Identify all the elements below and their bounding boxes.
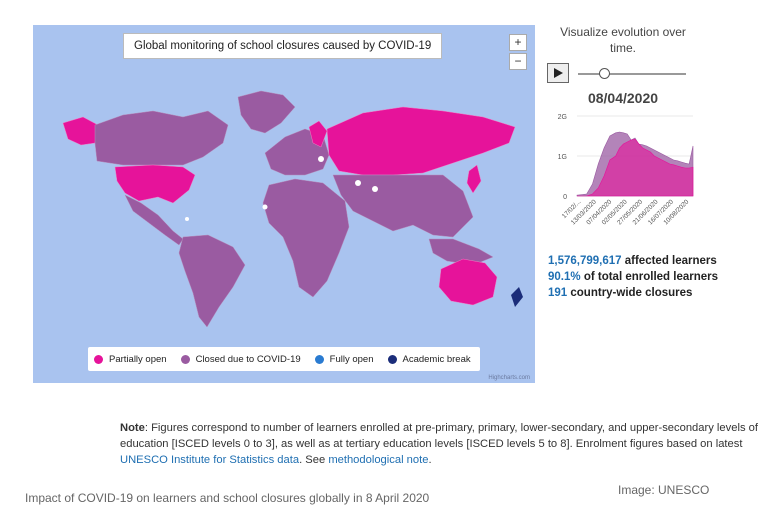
region-scandinavia[interactable]	[308, 120, 328, 148]
legend-dot-partially-open	[94, 354, 103, 364]
world-map[interactable]	[33, 25, 535, 383]
play-button[interactable]	[547, 63, 569, 83]
methodological-note-link[interactable]: methodological note	[328, 454, 429, 466]
timeline-slider-track[interactable]	[578, 73, 686, 75]
region-russia[interactable]	[326, 106, 516, 176]
learners-evolution-chart: 01G2G17/02/...13/03/202007/04/202002/05/…	[558, 114, 694, 226]
region-canada[interactable]	[94, 110, 229, 166]
region-africa[interactable]	[262, 178, 350, 298]
region-alaska[interactable]	[62, 116, 99, 146]
region-open-4[interactable]	[262, 204, 268, 210]
stat-closures-label: country-wide closures	[570, 287, 693, 299]
zoom-out-button[interactable]: −	[509, 53, 527, 70]
note-text: .	[428, 454, 432, 466]
legend-dot-closed	[180, 354, 190, 364]
note-text: : Figures correspond to number of learne…	[120, 422, 758, 450]
region-open-2[interactable]	[355, 180, 361, 186]
region-southeast-asia[interactable]	[428, 238, 494, 266]
region-usa[interactable]	[114, 164, 196, 204]
stat-affected-value: 1,576,799,617	[548, 255, 622, 267]
timeline-slider-thumb[interactable]	[599, 68, 610, 79]
region-open-3[interactable]	[372, 186, 378, 192]
stat-affected: 1,576,799,617 affected learners	[548, 253, 718, 269]
visualize-evolution-title: Visualize evolution over time.	[560, 25, 686, 55]
y-tick-label: 0	[563, 194, 567, 201]
stat-affected-label: affected learners	[624, 255, 717, 267]
legend-label: Fully open	[329, 353, 374, 365]
current-date: 08/04/2020	[587, 90, 659, 106]
stat-percent-label: of total enrolled learners	[583, 271, 719, 283]
stats-block: 1,576,799,617 affected learners 90.1% of…	[548, 253, 718, 301]
region-australia[interactable]	[438, 258, 498, 306]
region-greenland[interactable]	[237, 90, 296, 134]
region-asia[interactable]	[332, 174, 474, 238]
legend-label: Closed due to COVID-19	[195, 353, 301, 365]
legend-item-fully-open[interactable]: Fully open	[314, 353, 374, 365]
legend-dot-academic-break	[387, 354, 397, 364]
region-south-america[interactable]	[178, 234, 246, 328]
stat-percent: 90.1% of total enrolled learners	[548, 269, 718, 285]
region-central-america[interactable]	[124, 194, 184, 246]
image-caption: Impact of COVID-19 on learners and schoo…	[25, 491, 430, 505]
play-icon	[554, 68, 563, 78]
chart-series-1	[577, 138, 694, 197]
y-tick-label: 1G	[558, 154, 567, 161]
image-credit: Image: UNESCO	[618, 483, 710, 497]
uis-data-link[interactable]: UNESCO Institute for Statistics data	[120, 454, 300, 466]
map-title: Global monitoring of school closures cau…	[123, 33, 443, 59]
region-open-5[interactable]	[185, 217, 189, 221]
legend-label: Partially open	[109, 353, 167, 365]
map-legend: Partially open Closed due to COVID-19 Fu…	[88, 347, 480, 371]
highcharts-credits[interactable]: Highcharts.com	[488, 375, 530, 381]
world-map-panel[interactable]: Global monitoring of school closures cau…	[33, 25, 535, 383]
stat-percent-value: 90.1%	[548, 271, 581, 283]
legend-item-partially-open[interactable]: Partially open	[94, 354, 167, 365]
zoom-in-button[interactable]: +	[509, 34, 527, 51]
stat-closures-value: 191	[548, 287, 568, 299]
region-new-zealand[interactable]	[511, 287, 523, 307]
legend-dot-fully-open	[314, 354, 324, 364]
stat-closures: 191 country-wide closures	[548, 285, 718, 301]
region-open-1[interactable]	[318, 156, 324, 162]
legend-item-academic-break[interactable]: Academic break	[387, 353, 471, 365]
note-text: . See	[299, 454, 329, 466]
note-label: Note	[120, 422, 145, 434]
legend-label: Academic break	[402, 353, 471, 365]
methodology-note: Note: Figures correspond to number of le…	[120, 420, 770, 468]
y-tick-label: 2G	[558, 114, 567, 121]
legend-item-closed[interactable]: Closed due to COVID-19	[180, 353, 301, 365]
region-japan[interactable]	[466, 164, 482, 194]
